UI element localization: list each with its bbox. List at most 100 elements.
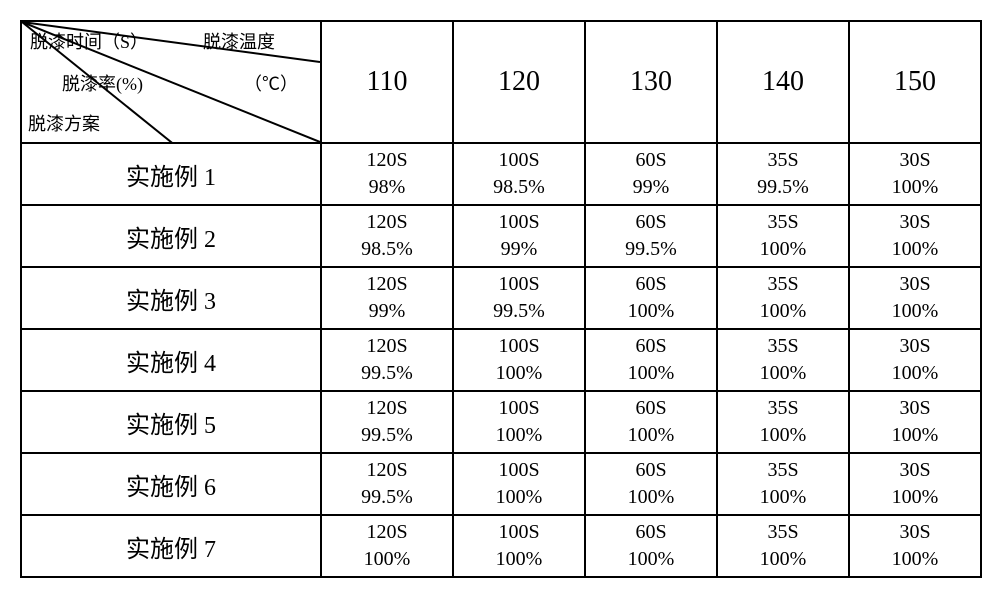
cell-6-3: 35S100% (717, 515, 849, 577)
cell-rate: 98% (322, 174, 452, 201)
cell-time: 35S (718, 519, 848, 546)
cell-5-2: 60S100% (585, 453, 717, 515)
cell-rate: 100% (850, 298, 980, 325)
corner-temp-label: 脱漆温度 (203, 28, 275, 54)
cell-time: 60S (586, 147, 716, 174)
cell-4-1: 100S100% (453, 391, 585, 453)
cell-0-2: 60S99% (585, 143, 717, 205)
cell-rate: 100% (718, 484, 848, 511)
table-row: 实施例 4120S99.5%100S100%60S100%35S100%30S1… (21, 329, 981, 391)
cell-time: 60S (586, 209, 716, 236)
cell-time: 100S (454, 457, 584, 484)
table-row: 实施例 5120S99.5%100S100%60S100%35S100%30S1… (21, 391, 981, 453)
data-table: 脱漆时间（S） 脱漆温度 脱漆率(%) （℃） 脱漆方案 110 120 130… (20, 20, 982, 578)
cell-rate: 99.5% (322, 422, 452, 449)
cell-3-0: 120S99.5% (321, 329, 453, 391)
corner-temp-unit: （℃） (244, 70, 298, 96)
cell-rate: 100% (586, 298, 716, 325)
cell-0-1: 100S98.5% (453, 143, 585, 205)
cell-time: 120S (322, 333, 452, 360)
cell-3-3: 35S100% (717, 329, 849, 391)
cell-rate: 100% (718, 236, 848, 263)
table-row: 实施例 6120S99.5%100S100%60S100%35S100%30S1… (21, 453, 981, 515)
corner-time-label: 脱漆时间（S） (30, 28, 148, 54)
cell-6-2: 60S100% (585, 515, 717, 577)
cell-time: 120S (322, 519, 452, 546)
cell-time: 35S (718, 271, 848, 298)
cell-rate: 100% (454, 484, 584, 511)
cell-5-4: 30S100% (849, 453, 981, 515)
cell-4-3: 35S100% (717, 391, 849, 453)
cell-rate: 100% (454, 546, 584, 573)
cell-time: 35S (718, 147, 848, 174)
cell-5-0: 120S99.5% (321, 453, 453, 515)
cell-6-1: 100S100% (453, 515, 585, 577)
cell-2-2: 60S100% (585, 267, 717, 329)
cell-2-1: 100S99.5% (453, 267, 585, 329)
cell-time: 120S (322, 147, 452, 174)
row-head-3: 实施例 4 (21, 329, 321, 391)
table-row: 实施例 3120S99%100S99.5%60S100%35S100%30S10… (21, 267, 981, 329)
cell-rate: 100% (586, 546, 716, 573)
cell-5-1: 100S100% (453, 453, 585, 515)
cell-4-0: 120S99.5% (321, 391, 453, 453)
cell-time: 60S (586, 271, 716, 298)
cell-2-0: 120S99% (321, 267, 453, 329)
cell-rate: 99.5% (322, 360, 452, 387)
cell-time: 35S (718, 209, 848, 236)
cell-rate: 100% (850, 236, 980, 263)
cell-5-3: 35S100% (717, 453, 849, 515)
cell-rate: 100% (718, 422, 848, 449)
cell-0-4: 30S100% (849, 143, 981, 205)
cell-time: 100S (454, 271, 584, 298)
cell-rate: 100% (850, 360, 980, 387)
cell-time: 100S (454, 333, 584, 360)
cell-time: 60S (586, 519, 716, 546)
cell-time: 30S (850, 519, 980, 546)
cell-rate: 99% (322, 298, 452, 325)
cell-1-4: 30S100% (849, 205, 981, 267)
cell-time: 100S (454, 209, 584, 236)
cell-rate: 100% (718, 360, 848, 387)
table-row: 实施例 2120S98.5%100S99%60S99.5%35S100%30S1… (21, 205, 981, 267)
col-head-3: 140 (717, 21, 849, 143)
cell-rate: 99% (586, 174, 716, 201)
cell-rate: 99.5% (718, 174, 848, 201)
cell-rate: 98.5% (322, 236, 452, 263)
cell-rate: 100% (718, 546, 848, 573)
cell-rate: 99.5% (454, 298, 584, 325)
cell-time: 60S (586, 457, 716, 484)
cell-0-0: 120S98% (321, 143, 453, 205)
cell-rate: 100% (586, 484, 716, 511)
cell-rate: 100% (850, 484, 980, 511)
cell-time: 35S (718, 333, 848, 360)
cell-time: 30S (850, 333, 980, 360)
cell-1-0: 120S98.5% (321, 205, 453, 267)
cell-2-4: 30S100% (849, 267, 981, 329)
cell-0-3: 35S99.5% (717, 143, 849, 205)
cell-time: 120S (322, 395, 452, 422)
cell-3-2: 60S100% (585, 329, 717, 391)
cell-2-3: 35S100% (717, 267, 849, 329)
row-head-1: 实施例 2 (21, 205, 321, 267)
cell-time: 100S (454, 519, 584, 546)
table-row: 实施例 7120S100%100S100%60S100%35S100%30S10… (21, 515, 981, 577)
cell-1-1: 100S99% (453, 205, 585, 267)
corner-rate-label: 脱漆率(%) (62, 70, 143, 96)
cell-time: 120S (322, 209, 452, 236)
cell-1-2: 60S99.5% (585, 205, 717, 267)
cell-rate: 100% (454, 360, 584, 387)
cell-rate: 100% (586, 422, 716, 449)
cell-rate: 100% (718, 298, 848, 325)
cell-4-2: 60S100% (585, 391, 717, 453)
cell-rate: 100% (850, 422, 980, 449)
cell-6-0: 120S100% (321, 515, 453, 577)
row-head-5: 实施例 6 (21, 453, 321, 515)
table-body: 实施例 1120S98%100S98.5%60S99%35S99.5%30S10… (21, 143, 981, 577)
cell-1-3: 35S100% (717, 205, 849, 267)
cell-6-4: 30S100% (849, 515, 981, 577)
table-row: 实施例 1120S98%100S98.5%60S99%35S99.5%30S10… (21, 143, 981, 205)
header-row: 脱漆时间（S） 脱漆温度 脱漆率(%) （℃） 脱漆方案 110 120 130… (21, 21, 981, 143)
cell-time: 120S (322, 271, 452, 298)
row-head-4: 实施例 5 (21, 391, 321, 453)
